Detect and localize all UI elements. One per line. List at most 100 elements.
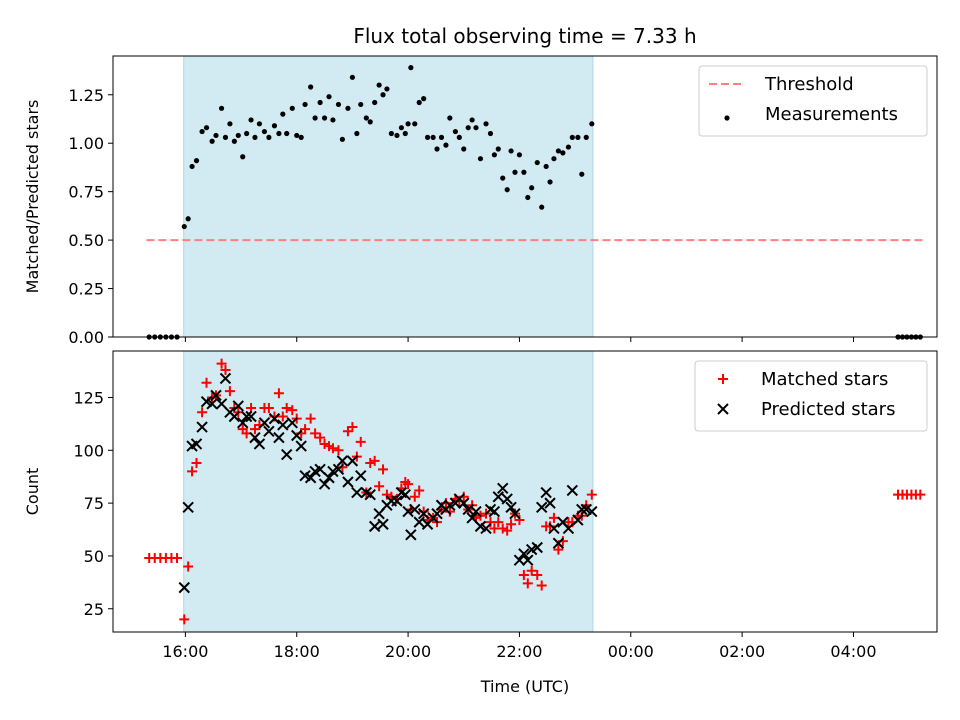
data-point: [220, 365, 231, 376]
data-point: [369, 455, 380, 466]
y-tick-label: 1.25: [68, 86, 104, 105]
data-point: [506, 519, 517, 530]
data-point: [312, 115, 318, 121]
data-point: [438, 134, 445, 140]
data-point: [417, 507, 430, 520]
x-tick-label: 18:00: [274, 642, 320, 661]
chart-title: Flux total observing time = 7.33 h: [353, 24, 696, 48]
data-point: [216, 358, 227, 369]
data-point: [346, 455, 359, 467]
data-point: [263, 425, 275, 437]
data-point: [337, 462, 348, 473]
x-tick-label: 00:00: [608, 642, 654, 661]
data-point: [521, 169, 527, 175]
data-point: [336, 455, 349, 467]
data-point: [497, 482, 509, 495]
data-point: [575, 134, 581, 140]
x-tick-label: 20:00: [385, 642, 431, 661]
data-point: [300, 424, 311, 435]
data-point: [586, 489, 597, 500]
data-point: [351, 486, 363, 499]
data-point: [190, 438, 203, 450]
legend: Matched stars Predicted stars: [694, 360, 928, 432]
data-point: [391, 495, 403, 507]
data-point: [489, 523, 500, 534]
data-point: [240, 154, 246, 160]
data-point: [203, 125, 210, 131]
data-point: [295, 440, 307, 452]
y-axis-label: Matched/Predicted stars: [23, 100, 42, 294]
data-point: [355, 469, 367, 482]
data-point: [215, 398, 228, 410]
y-tick-label: 50: [84, 547, 104, 566]
axes-frame: [112, 55, 938, 338]
data-point: [249, 431, 261, 444]
data-point: [502, 525, 513, 536]
data-point: [219, 372, 232, 385]
data-point: [172, 553, 183, 564]
data-point: [394, 132, 400, 139]
data-point: [258, 417, 271, 429]
data-point: [497, 523, 508, 534]
data-point: [319, 438, 330, 449]
axes-frame: [112, 350, 938, 633]
data-point: [281, 403, 292, 414]
data-point: [388, 130, 394, 137]
data-point: [501, 493, 513, 505]
data-point: [480, 522, 492, 535]
data-point: [218, 105, 225, 111]
data-point: [222, 134, 229, 140]
data-point: [277, 411, 288, 422]
data-point: [465, 125, 471, 131]
data-point: [256, 121, 263, 127]
data-point: [539, 204, 545, 210]
data-point: [209, 138, 215, 144]
data-point: [405, 121, 411, 127]
data-point: [408, 65, 414, 71]
data-point: [333, 445, 344, 456]
data-point: [345, 105, 351, 111]
data-point: [398, 125, 404, 131]
x-axis-label: Time (UTC): [480, 677, 569, 696]
data-point: [414, 485, 425, 496]
data-point: [402, 505, 414, 518]
data-point: [413, 516, 425, 528]
data-point: [374, 481, 385, 492]
data-point: [562, 522, 575, 535]
data-point: [424, 134, 431, 140]
data-point: [231, 138, 237, 144]
data-point: [277, 419, 289, 431]
data-point: [421, 96, 427, 102]
data-point: [227, 121, 233, 127]
data-point: [483, 121, 489, 127]
data-point: [182, 501, 194, 514]
y-tick-label: 0.50: [68, 231, 104, 250]
data-point: [381, 489, 392, 500]
data-point: [583, 134, 589, 140]
data-point: [493, 517, 504, 528]
data-point: [185, 216, 191, 222]
data-point: [555, 148, 562, 154]
y-tick-label: 0.25: [68, 280, 104, 299]
data-point: [284, 130, 290, 137]
data-point: [294, 132, 300, 139]
data-point: [509, 507, 521, 520]
data-point: [326, 94, 332, 100]
data-point: [473, 125, 479, 131]
data-point: [327, 443, 338, 454]
data-point: [470, 505, 482, 518]
y-axis-label: Count: [23, 468, 42, 516]
data-point: [500, 175, 506, 181]
data-point: [378, 464, 389, 475]
data-point: [363, 115, 369, 121]
data-point: [224, 386, 235, 397]
data-point: [240, 410, 253, 423]
data-point: [304, 472, 317, 484]
data-point: [335, 101, 342, 108]
data-point: [518, 548, 530, 560]
data-point: [512, 169, 518, 175]
data-point: [273, 431, 285, 444]
legend-entry: Predicted stars: [761, 399, 895, 420]
data-point: [358, 101, 364, 108]
data-point: [540, 486, 552, 499]
